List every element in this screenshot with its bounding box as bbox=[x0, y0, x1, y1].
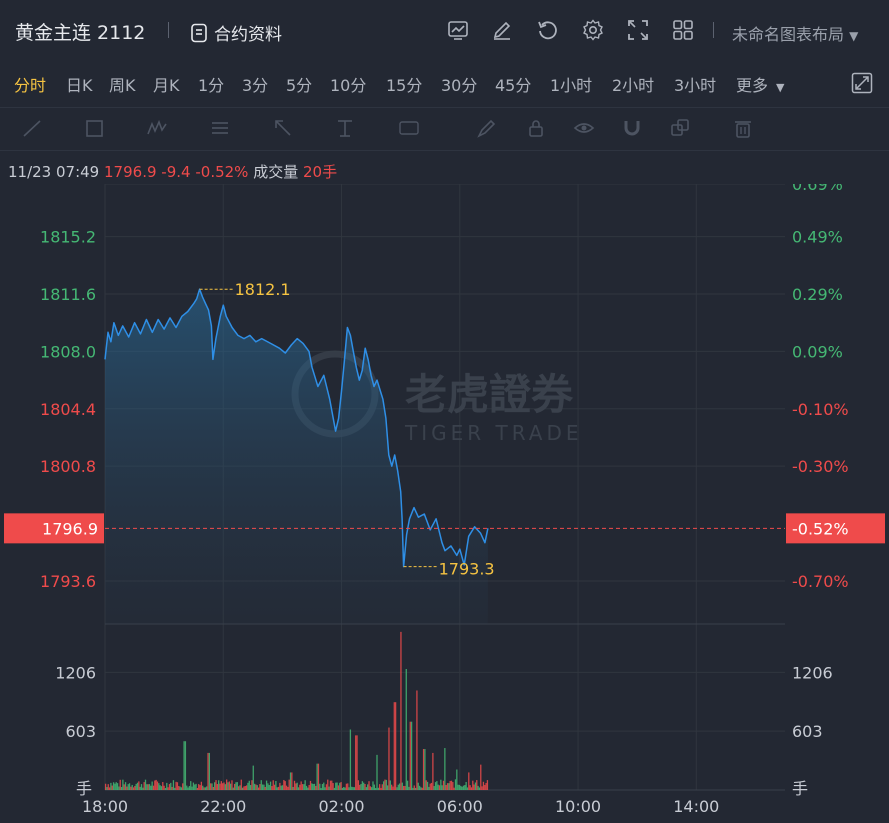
chevron-down-icon: ▼ bbox=[776, 81, 785, 94]
watermark-text-en: TIGER TRADE bbox=[404, 421, 583, 445]
chart-template-icon[interactable] bbox=[446, 18, 470, 42]
x-tick-label: 14:00 bbox=[673, 797, 719, 816]
eye-icon[interactable] bbox=[572, 117, 596, 139]
tab-timeframe-11[interactable]: 1小时 bbox=[550, 76, 593, 95]
x-tick-label: 22:00 bbox=[200, 797, 246, 816]
trash-icon[interactable] bbox=[731, 117, 755, 139]
volume-tick-label: 1206 bbox=[55, 663, 96, 682]
tab-timeframe-7[interactable]: 10分 bbox=[330, 76, 367, 95]
toolbar-divider bbox=[168, 22, 169, 38]
price-tick-label: 1804.4 bbox=[40, 400, 96, 419]
layout-label: 未命名图表布局 bbox=[732, 25, 845, 44]
settings-icon[interactable] bbox=[581, 18, 605, 42]
volume-tick-label: 603 bbox=[65, 722, 96, 741]
tab-timeframe-10[interactable]: 45分 bbox=[495, 76, 532, 95]
grid-layout-icon[interactable] bbox=[671, 18, 695, 42]
price-line[interactable] bbox=[104, 288, 489, 568]
x-tick-label: 10:00 bbox=[555, 797, 601, 816]
tab-timeframe-9[interactable]: 30分 bbox=[441, 76, 478, 95]
last-price-label: 1796.9 bbox=[42, 519, 98, 538]
quote-info-line: 11/23 07:49 1796.9 -9.4 -0.52% 成交量 20手 bbox=[8, 161, 337, 182]
rect-tool-icon[interactable] bbox=[83, 117, 107, 139]
brush-icon[interactable] bbox=[474, 117, 498, 139]
volume-unit-label: 手 bbox=[76, 779, 92, 798]
toolbar-divider bbox=[713, 22, 714, 38]
quote-price: 1796.9 bbox=[104, 163, 157, 181]
x-tick-label: 02:00 bbox=[318, 797, 364, 816]
volume-value: 20手 bbox=[303, 163, 338, 181]
price-tick-label: 1815.2 bbox=[40, 228, 96, 247]
text-tool-icon[interactable] bbox=[397, 117, 421, 139]
drawing-toolbar bbox=[0, 107, 889, 151]
pct-tick-label: 0.29% bbox=[792, 285, 843, 304]
pct-tick-label: -0.70% bbox=[792, 572, 849, 591]
price-tick-label: 1808.0 bbox=[40, 342, 96, 361]
last-pct-label: -0.52% bbox=[792, 519, 849, 538]
tab-timeframe-13[interactable]: 3小时 bbox=[674, 76, 717, 95]
tab-timeframe-2[interactable]: 周K bbox=[109, 76, 136, 95]
tab-timeframe-4[interactable]: 1分 bbox=[198, 76, 225, 95]
x-tick-label: 18:00 bbox=[82, 797, 128, 816]
tab-timeframe-0[interactable]: 分时 bbox=[14, 76, 47, 95]
pct-tick-label: -0.10% bbox=[792, 400, 849, 419]
tab-timeframe-14[interactable]: 更多 ▼ bbox=[736, 76, 785, 95]
instrument-title[interactable]: 黄金主连 2112 bbox=[15, 22, 146, 44]
volume-unit-label-right: 手 bbox=[792, 779, 808, 798]
measure-tool-icon[interactable] bbox=[333, 117, 357, 139]
tab-timeframe-5[interactable]: 3分 bbox=[242, 76, 269, 95]
tab-timeframe-1[interactable]: 日K bbox=[66, 76, 93, 95]
contract-info-button[interactable]: 合约资料 bbox=[190, 20, 282, 45]
line-tool-icon[interactable] bbox=[20, 117, 44, 139]
document-icon bbox=[191, 23, 207, 42]
layout-selector[interactable]: 未命名图表布局 ▼ bbox=[732, 21, 858, 45]
last-pct-badge bbox=[786, 513, 885, 544]
low-label: 1793.3 bbox=[439, 560, 495, 579]
price-tick-label: 1811.6 bbox=[40, 285, 96, 304]
draw-edit-icon[interactable] bbox=[490, 18, 514, 42]
expand-chart-icon[interactable] bbox=[851, 72, 873, 94]
magnet-icon[interactable] bbox=[620, 117, 644, 139]
pct-tick-label: 0.69% bbox=[792, 184, 843, 194]
pct-tick-label: 0.49% bbox=[792, 228, 843, 247]
watermark-text-cn: 老虎證券 bbox=[405, 370, 574, 419]
volume-tick-label-right: 603 bbox=[792, 722, 823, 741]
undo-icon[interactable] bbox=[535, 18, 559, 42]
fullscreen-icon[interactable] bbox=[626, 18, 650, 42]
chevron-down-icon: ▼ bbox=[849, 29, 859, 43]
high-label: 1812.1 bbox=[235, 280, 291, 299]
volume-tick-label-right: 1206 bbox=[792, 663, 833, 682]
price-tick-label: 1800.8 bbox=[40, 457, 96, 476]
contract-info-label: 合约资料 bbox=[214, 25, 282, 45]
quote-change-pct: -0.52% bbox=[195, 163, 249, 181]
pct-tick-label: 0.09% bbox=[792, 342, 843, 361]
arrow-tool-icon[interactable] bbox=[271, 117, 295, 139]
pct-tick-label: -0.30% bbox=[792, 457, 849, 476]
volume-label: 成交量 bbox=[253, 163, 299, 181]
layers-icon[interactable] bbox=[668, 117, 692, 139]
wave-tool-icon[interactable] bbox=[145, 117, 169, 139]
tab-timeframe-8[interactable]: 15分 bbox=[386, 76, 423, 95]
tab-timeframe-3[interactable]: 月K bbox=[153, 76, 180, 95]
price-tick-label: 1793.6 bbox=[40, 572, 96, 591]
x-tick-label: 06:00 bbox=[437, 797, 483, 816]
quote-change: -9.4 bbox=[161, 163, 191, 181]
lock-icon[interactable] bbox=[524, 117, 548, 139]
quote-datetime: 11/23 07:49 bbox=[8, 163, 100, 181]
last-price-badge bbox=[4, 513, 104, 544]
tab-timeframe-12[interactable]: 2小时 bbox=[612, 76, 655, 95]
price-area-fill bbox=[105, 289, 488, 624]
tab-timeframe-6[interactable]: 5分 bbox=[286, 76, 313, 95]
fib-tool-icon[interactable] bbox=[208, 117, 232, 139]
